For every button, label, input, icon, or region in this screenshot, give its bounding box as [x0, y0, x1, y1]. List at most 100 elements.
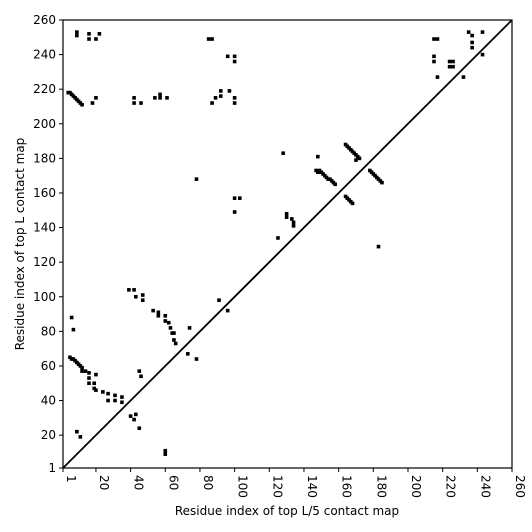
contact-point [206, 37, 211, 41]
contact-point [132, 288, 136, 292]
contact-point [172, 338, 176, 342]
contact-point [218, 89, 223, 93]
contact-point [75, 33, 79, 38]
contact-point [106, 391, 110, 396]
contact-point [87, 376, 91, 380]
contact-point [232, 59, 237, 64]
contact-point [470, 40, 474, 45]
plot-frame [62, 19, 513, 469]
contact-point [291, 224, 296, 228]
contact-point [69, 315, 74, 320]
y-tick-label: 240 [33, 48, 56, 62]
contact-point [227, 89, 232, 93]
contact-point [139, 374, 143, 379]
x-tick-label: 80 [201, 475, 215, 490]
contact-point [232, 101, 237, 105]
x-tick-label: 60 [166, 475, 180, 490]
contact-point [94, 388, 98, 392]
contact-point [435, 75, 440, 79]
contact-point [80, 102, 84, 107]
x-tick-label: 40 [132, 475, 146, 490]
contact-point [87, 371, 91, 375]
contact-point [461, 75, 466, 79]
contact-point [87, 381, 91, 386]
contact-point [87, 32, 91, 36]
contact-point [432, 54, 436, 59]
contact-point [168, 326, 173, 330]
contact-point [134, 412, 138, 417]
contact-point [316, 154, 320, 159]
contact-point [132, 101, 136, 105]
x-tick-label: 1 [64, 475, 78, 483]
contact-point [284, 215, 289, 219]
contact-point [232, 210, 237, 214]
contact-point [75, 30, 79, 34]
contact-point [480, 30, 485, 34]
contact-point [163, 448, 168, 453]
contact-point [120, 395, 124, 399]
contact-point [140, 293, 145, 297]
contact-point [140, 298, 145, 303]
contact-point [281, 151, 285, 155]
contact-point [225, 54, 230, 59]
contact-point [90, 101, 95, 105]
contact-point [218, 94, 223, 98]
contact-point [137, 369, 142, 373]
contact-point [435, 37, 440, 41]
contact-point [163, 313, 168, 318]
contact-point [354, 158, 358, 162]
contact-point [132, 417, 136, 422]
contact-point [87, 37, 91, 41]
x-tick-label: 240 [478, 475, 492, 498]
contact-point [156, 313, 161, 318]
contact-point [80, 369, 84, 373]
contact-point [333, 182, 337, 187]
contact-point [80, 365, 84, 370]
x-tick-label: 180 [374, 475, 388, 498]
contact-point [466, 30, 471, 34]
contact-point [151, 308, 155, 313]
contact-point [357, 156, 362, 161]
y-tick-label: 180 [33, 151, 56, 165]
contact-point [134, 294, 138, 299]
contact-point [127, 288, 131, 292]
contact-point [194, 357, 199, 361]
contact-point [165, 96, 169, 100]
contact-point [172, 331, 176, 335]
contact-point [75, 429, 79, 434]
contact-point [128, 414, 133, 418]
contact-point [113, 393, 117, 398]
contact-point [71, 327, 76, 332]
contact-point [470, 33, 474, 38]
contact-point [432, 59, 436, 64]
x-axis-label: Residue index of top L/5 contact map [175, 504, 399, 518]
x-tick-label: 220 [444, 475, 458, 498]
contact-point [132, 96, 136, 100]
y-tick-label: 100 [33, 290, 56, 304]
contact-point [213, 96, 218, 100]
contact-point [139, 101, 143, 105]
contact-point [350, 201, 355, 206]
contact-point [276, 236, 280, 240]
contact-point [232, 54, 237, 59]
y-tick-label: 20 [41, 428, 56, 442]
diagonal-line [62, 19, 513, 469]
contact-point [238, 196, 242, 200]
contact-point [173, 341, 178, 346]
y-tick-label: 160 [33, 186, 56, 200]
contact-point [447, 59, 452, 64]
contact-point [158, 92, 162, 97]
contact-point [83, 369, 88, 373]
contact-point [451, 59, 455, 64]
x-tick-label: 120 [270, 475, 284, 498]
contact-point [97, 32, 102, 36]
x-tick-label: 160 [340, 475, 354, 498]
contact-point [451, 64, 455, 69]
contact-point [194, 177, 199, 181]
x-tick-label: 140 [305, 475, 319, 498]
y-tick-label: 120 [33, 255, 56, 269]
y-axis-label: Residue index of top L contact map [13, 138, 27, 351]
contact-point [291, 220, 296, 225]
contact-point [94, 372, 98, 377]
